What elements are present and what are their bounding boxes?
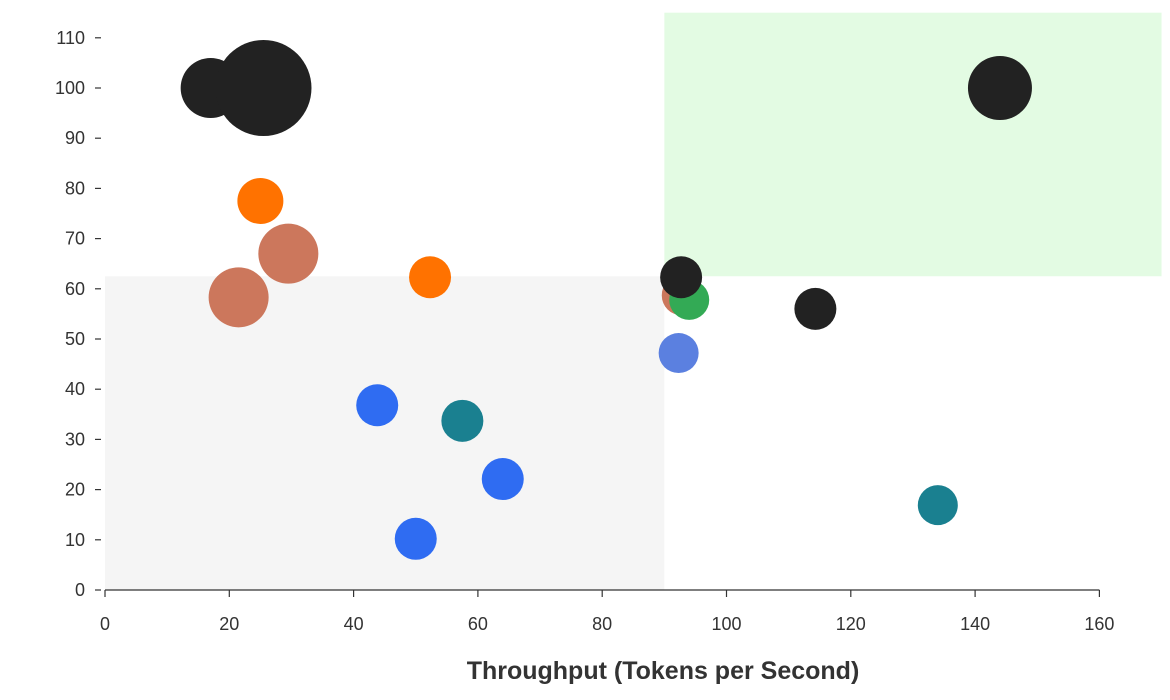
x-tick-label: 80 [592, 614, 612, 634]
data-point[interactable] [967, 56, 1032, 120]
x-tick-label: 100 [711, 614, 741, 634]
x-tick-label: 0 [100, 614, 110, 634]
data-points [180, 40, 1032, 560]
data-point[interactable] [356, 384, 399, 427]
y-tick-label: 110 [56, 28, 85, 48]
x-tick-label: 140 [960, 614, 990, 634]
data-point[interactable] [208, 267, 269, 328]
data-point[interactable] [215, 40, 312, 136]
y-tick-label: 60 [65, 279, 85, 299]
region-0 [105, 276, 665, 590]
data-point[interactable] [917, 485, 958, 526]
data-point[interactable] [409, 256, 452, 299]
data-point[interactable] [658, 333, 699, 374]
y-tick-label: 0 [75, 580, 85, 600]
data-point[interactable] [441, 399, 484, 442]
x-tick-label: 160 [1084, 614, 1114, 634]
y-tick-label: 70 [65, 229, 85, 249]
y-tick-label: 20 [65, 480, 85, 500]
shaded-regions [105, 12, 1162, 590]
y-tick-label: 100 [55, 78, 85, 98]
x-tick-label: 60 [468, 614, 488, 634]
region-1 [664, 12, 1162, 277]
y-tick-label: 80 [65, 178, 85, 198]
y-tick-label: 10 [65, 530, 85, 550]
x-axis-title: Throughput (Tokens per Second) [467, 657, 860, 685]
data-point[interactable] [481, 458, 524, 501]
y-tick-label: 30 [65, 429, 85, 449]
data-point[interactable] [660, 256, 703, 299]
data-point[interactable] [258, 223, 319, 284]
x-tick-label: 40 [344, 614, 364, 634]
data-point[interactable] [237, 177, 284, 224]
x-tick-label: 20 [219, 614, 239, 634]
y-tick-label: 40 [65, 379, 85, 399]
x-tick-label: 120 [836, 614, 866, 634]
data-point[interactable] [394, 517, 437, 560]
axes: 0 20 40 60 80 100 120 140 160 0 10 20 30 40 50 60 70 80 90… [55, 28, 1114, 634]
y-tick-label: 90 [65, 128, 85, 148]
data-point[interactable] [794, 287, 837, 330]
y-tick-label: 50 [65, 329, 85, 349]
